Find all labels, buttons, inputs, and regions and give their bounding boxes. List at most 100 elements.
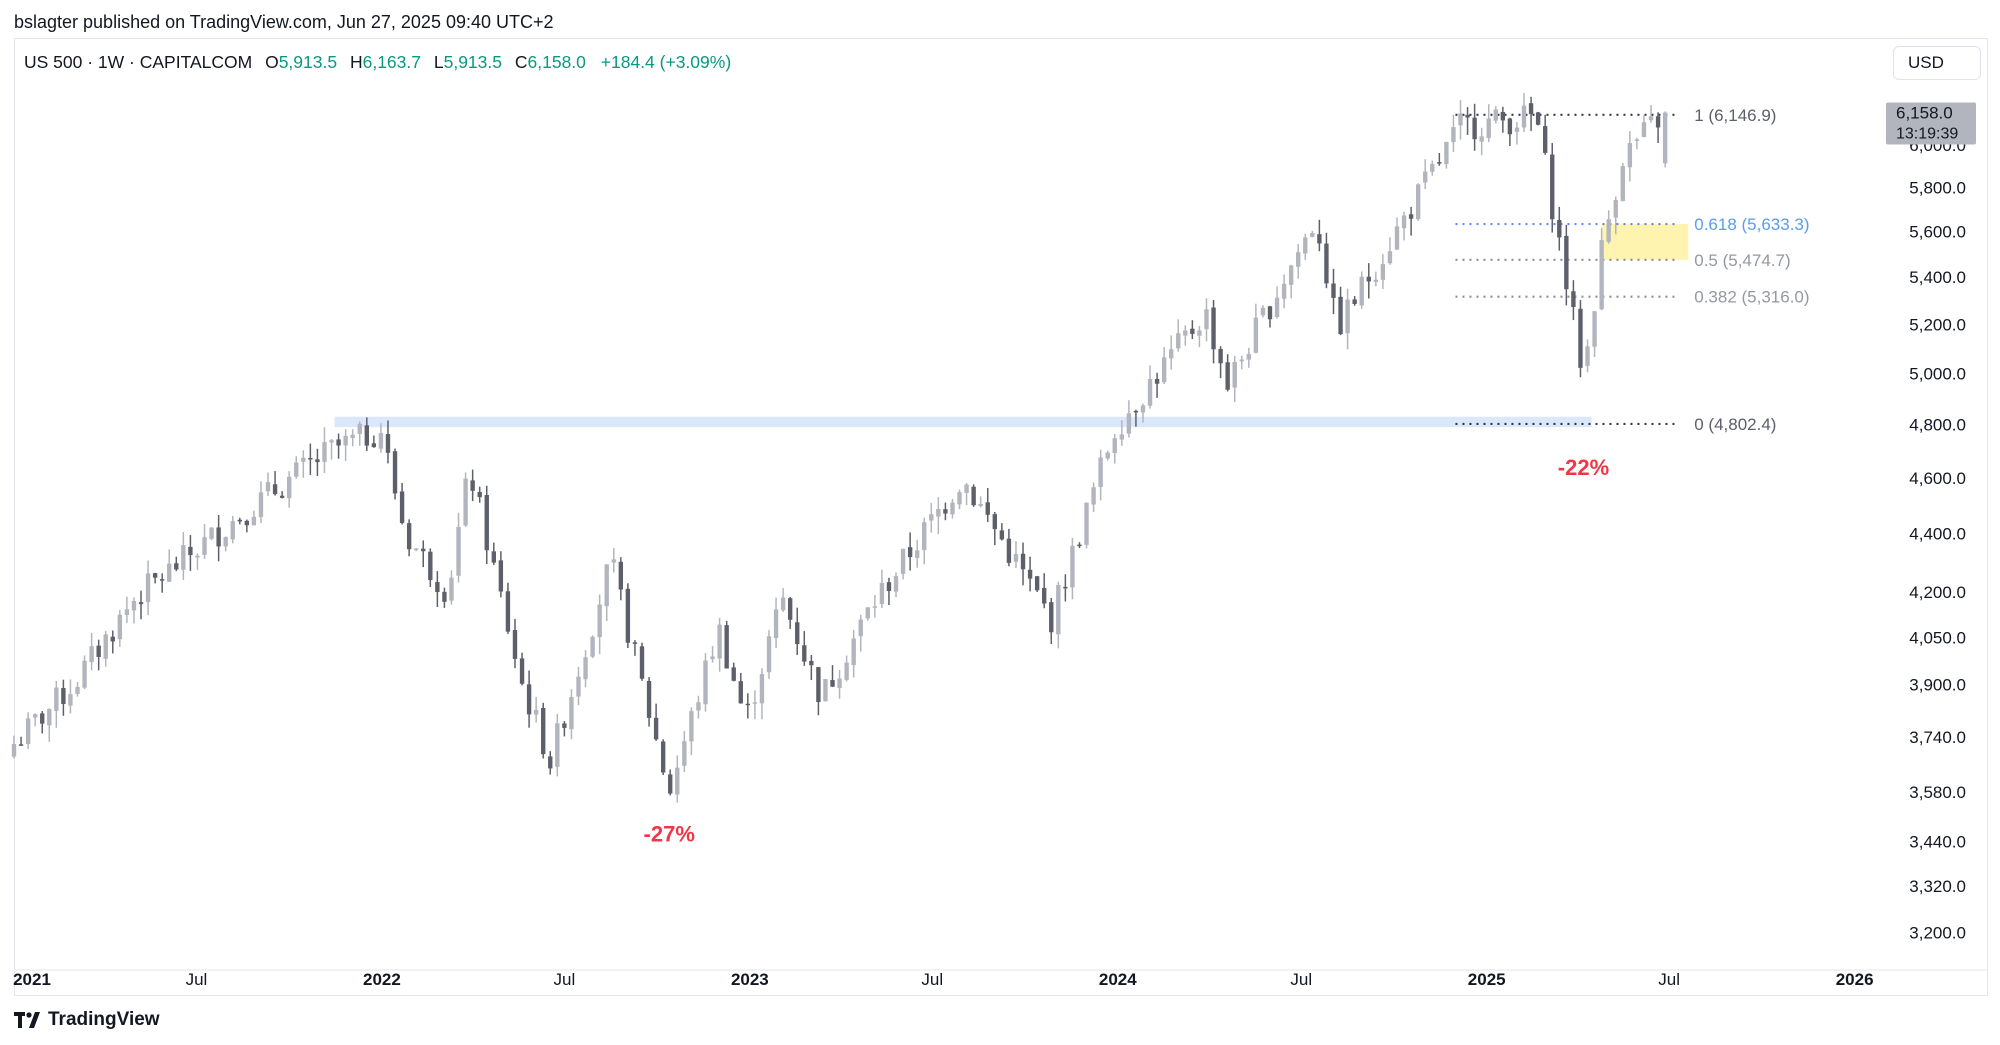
candle-body [1077,544,1082,547]
candle-body [392,451,398,494]
candle-body [308,457,313,460]
candle-body [689,711,694,742]
x-tick-label: Jul [921,970,943,989]
candle-body [117,614,123,640]
candle-body [110,636,115,642]
y-tick-label: 4,400.0 [1909,525,1966,544]
y-tick-label: 3,740.0 [1909,728,1966,747]
y-tick-label: 3,200.0 [1909,923,1966,942]
fib-label-0.5: 0.5 (5,474.7) [1694,251,1790,270]
candle-body [195,555,200,558]
candle-body [1098,457,1103,487]
candle-body [526,684,532,715]
candle-body [696,702,701,711]
x-tick-label: Jul [1290,970,1312,989]
tradingview-logo[interactable]: TradingView [14,1009,160,1031]
candle-body [463,478,468,526]
candle-body [597,604,602,638]
candle-body [1613,200,1618,218]
candle-body [505,591,511,632]
candle-body [914,550,920,558]
candle-body [357,423,362,434]
candle-body [40,713,45,724]
candle-body [1641,122,1647,138]
candle-body [1225,362,1230,390]
candle-body [1387,251,1393,264]
candle-body [103,634,108,659]
candle-body [414,548,419,551]
candle-body [519,658,525,684]
y-tick-label: 5,800.0 [1909,179,1966,198]
candle-body [428,551,433,581]
last-price-value: 6,158.0 [1896,104,1953,123]
candle-body [322,442,327,462]
candle-body [244,520,250,526]
candle-body [900,548,906,574]
candle-body [978,504,983,507]
candle-body [830,680,835,687]
candle-body [336,439,341,446]
candle-body [717,624,722,659]
candle-body [491,551,497,563]
candle-body [1211,307,1216,350]
candle-body [1317,234,1322,244]
candle-body [1260,307,1266,316]
candle-body [985,502,990,515]
candle-body [1634,139,1640,141]
candle-body [89,646,94,663]
candle-body [851,638,856,666]
candle-body [1034,576,1040,591]
fib-golden-zone [1601,224,1689,260]
candle-body [498,560,504,592]
candle-body [1119,434,1124,440]
candle-body [660,741,666,773]
x-tick-label: Jul [1658,970,1680,989]
candle-body [96,645,101,657]
symbol-name[interactable]: US 500 · 1W · CAPITALCOM [24,52,253,72]
candle-body [731,667,736,681]
candle-body [1493,109,1498,121]
candle-body [1091,487,1096,505]
candle-body [872,606,878,608]
candle-body [1049,602,1054,633]
candle-body [456,526,461,576]
candle-body [68,694,73,706]
candle-body [1352,299,1357,304]
high-label: H [349,52,363,72]
candle-body [1338,296,1343,335]
candle-body [1578,308,1583,368]
candle-body [82,660,87,688]
candle-body [922,522,927,551]
candle-body [174,563,179,570]
close-label: C [514,52,528,72]
last-price-tag [1886,102,1976,145]
bar-countdown: 13:19:39 [1896,126,1958,143]
candle-body [1147,379,1153,406]
candle-body [1620,166,1625,202]
low-value: 5,913.5 [443,52,502,72]
candle-body [1310,233,1315,237]
low-label: L [433,52,444,72]
candle-body [145,573,151,602]
x-tick-label: 2025 [1468,970,1506,989]
candle-body [1606,219,1611,242]
candle-body [1296,252,1301,267]
candle-body [773,609,779,638]
drawdown-label-2: -22% [1558,455,1609,480]
candle-body [1253,317,1259,353]
candle-body [1592,311,1597,347]
candle-body [329,440,334,443]
candle-body [541,707,546,755]
candle-body [1042,587,1047,604]
candle-body [1190,328,1195,334]
candle-body [1408,214,1414,219]
currency-button[interactable]: USD [1893,46,1981,80]
candle-body [625,588,631,643]
candle-body [1063,586,1068,589]
candle-body [1444,141,1449,165]
candle-body [562,723,567,728]
x-tick-label: 2022 [363,970,401,989]
candle-body [343,435,348,446]
candle-body [209,527,214,539]
